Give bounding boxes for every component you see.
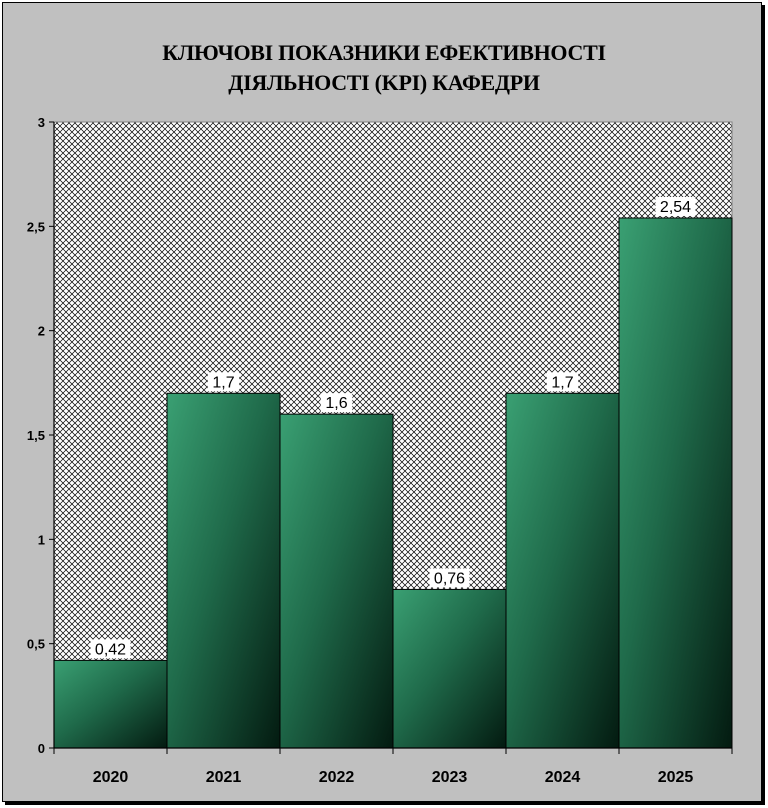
bar-2020 <box>53 659 168 749</box>
data-label-bg <box>546 372 579 392</box>
y-tick-label: 1,5 <box>27 428 45 443</box>
data-label: 0,42 <box>95 641 126 658</box>
y-tick-label: 1 <box>38 532 45 547</box>
data-label-bg <box>429 568 470 588</box>
data-label: 1,7 <box>212 374 234 391</box>
data-label: 1,7 <box>551 374 573 391</box>
x-tick-label: 2020 <box>93 769 129 786</box>
x-tick-label: 2021 <box>206 769 242 786</box>
data-label-bg <box>320 393 353 413</box>
x-tick-label: 2025 <box>658 769 694 786</box>
chart-title-line-1: КЛЮЧОВІ ПОКАЗНИКИ ЕФЕКТИВНОСТІ <box>162 40 606 65</box>
x-tick-label: 2023 <box>432 769 468 786</box>
y-tick-label: 2,5 <box>27 219 45 234</box>
data-label-bg <box>90 639 131 659</box>
x-tick-label: 2024 <box>545 769 581 786</box>
bar-2024 <box>505 392 620 749</box>
chart-title: КЛЮЧОВІ ПОКАЗНИКИ ЕФЕКТИВНОСТІ ДІЯЛЬНОСТ… <box>0 38 768 98</box>
y-tick-label: 3 <box>38 115 45 130</box>
data-label-bg <box>207 372 240 392</box>
data-label: 1,6 <box>325 395 347 412</box>
data-label-bg <box>655 196 696 216</box>
data-label: 0,76 <box>434 570 465 587</box>
y-tick-label: 0 <box>38 741 45 756</box>
y-tick-label: 0,5 <box>27 637 45 652</box>
bar-2021 <box>166 392 281 749</box>
bar-2023 <box>392 588 507 749</box>
data-label: 2,54 <box>660 199 691 216</box>
chart-title-line-2: ДІЯЛЬНОСТІ (KPI) КАФЕДРИ <box>228 70 540 95</box>
bar-2022 <box>279 413 394 749</box>
x-tick-label: 2022 <box>319 769 355 786</box>
bar-2025 <box>618 217 733 749</box>
y-tick-label: 2 <box>38 324 45 339</box>
